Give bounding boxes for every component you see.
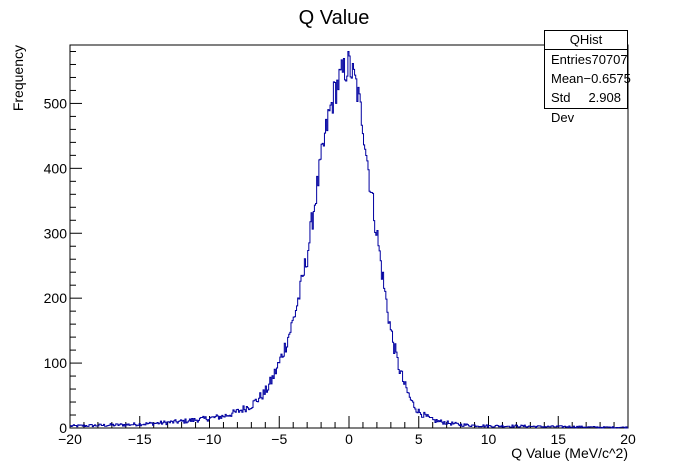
x-tick-label: 10 <box>481 431 497 447</box>
x-tick-label: −5 <box>271 431 287 447</box>
stats-value: −0.6575 <box>583 71 631 86</box>
stats-row-stddev: Std Dev 2.908 <box>545 88 627 125</box>
y-axis-ticks: 0 100 200 300 400 500 <box>44 50 82 436</box>
stats-row-mean: Mean −0.6575 <box>545 69 631 88</box>
y-tick-label: 100 <box>44 355 68 371</box>
stats-title: QHist <box>545 31 627 50</box>
x-tick-label: −10 <box>198 431 222 447</box>
x-tick-label: 5 <box>415 431 423 447</box>
y-axis-label: Frequency <box>10 45 26 111</box>
stats-value: 70707 <box>591 52 628 67</box>
y-tick-label: 0 <box>59 420 67 436</box>
x-tick-label: 20 <box>620 431 636 447</box>
y-tick-label: 500 <box>44 95 68 111</box>
stats-label: Mean <box>551 71 584 86</box>
x-tick-label: −15 <box>128 431 152 447</box>
x-tick-label: 15 <box>550 431 566 447</box>
chart-title: Q Value <box>299 7 370 29</box>
y-tick-label: 200 <box>44 290 68 306</box>
stats-row-entries: Entries 70707 <box>545 50 628 69</box>
stats-box: QHist Entries 70707 Mean −0.6575 Std Dev… <box>544 30 631 125</box>
histogram-line <box>70 50 628 429</box>
x-tick-label: 0 <box>345 431 353 447</box>
x-axis-ticks: −20 −15 −10 −5 0 5 10 15 20 <box>58 416 636 447</box>
y-tick-label: 400 <box>44 160 68 176</box>
stats-label: Entries <box>551 52 592 67</box>
stats-label: Std Dev <box>551 90 575 125</box>
stats-value: 2.908 <box>588 90 621 105</box>
x-tick-label: −20 <box>58 431 82 447</box>
x-axis-label: Q Value (MeV/c^2) <box>511 445 628 461</box>
y-tick-label: 300 <box>44 225 68 241</box>
